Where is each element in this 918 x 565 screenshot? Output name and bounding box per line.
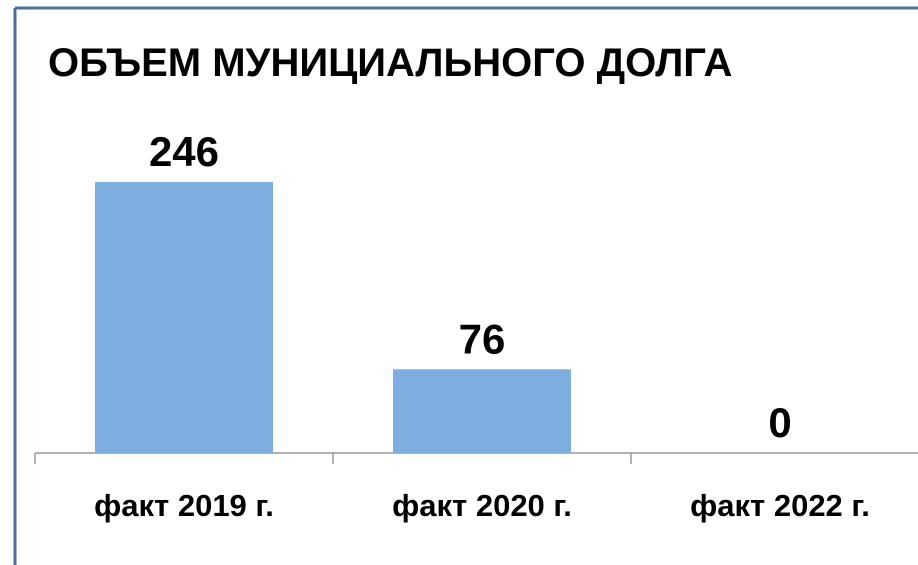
x-tick-label: факт 2020 г.: [392, 488, 572, 523]
value-label: 0: [768, 399, 791, 446]
chart-title: ОБЪЕМ МУНИЦИАЛЬНОГО ДОЛГА: [48, 41, 732, 85]
value-label: 246: [149, 128, 219, 175]
value-label: 76: [459, 315, 506, 362]
bar: [95, 182, 273, 453]
bar: [393, 369, 571, 453]
x-tick-label: факт 2019 г.: [94, 488, 274, 523]
x-tick-label: факт 2022 г.: [690, 488, 870, 523]
